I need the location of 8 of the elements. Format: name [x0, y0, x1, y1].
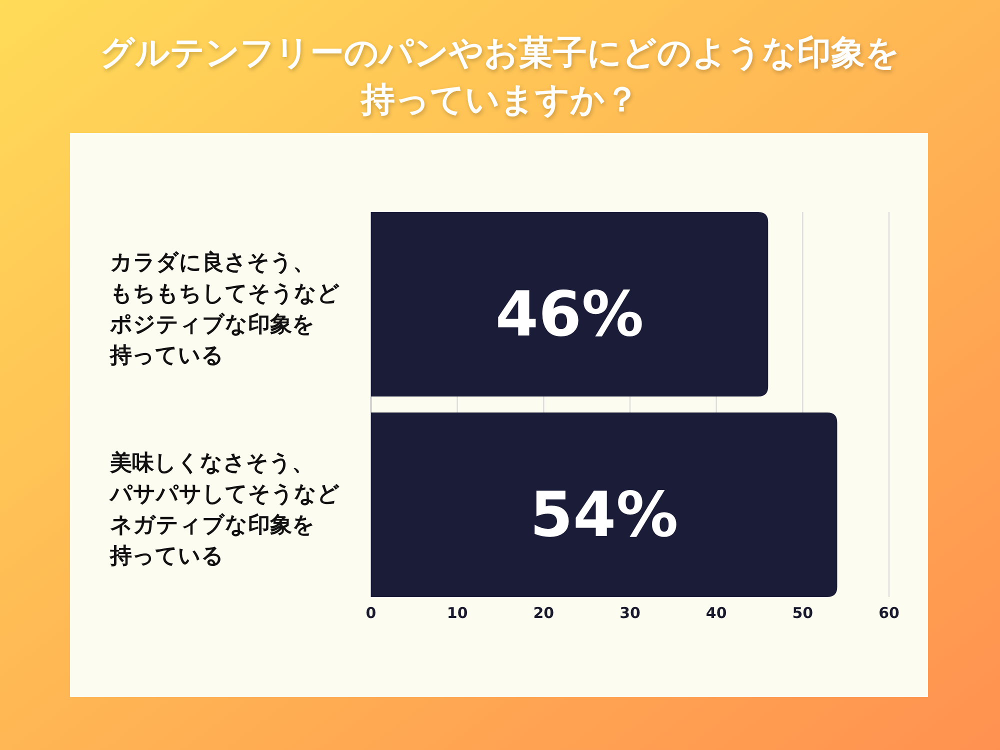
x-tick-label: 50 [792, 604, 814, 622]
x-tick-label: 20 [533, 604, 554, 622]
x-tick-label: 10 [446, 604, 468, 622]
x-tick-label: 40 [706, 604, 727, 622]
x-tick-label: 0 [366, 604, 376, 622]
x-tick-label: 60 [878, 604, 900, 622]
x-tick-label: 30 [620, 604, 640, 622]
title: グルテンフリーのパンやお菓子にどのような印象を持っていますか？ [100, 33, 900, 120]
